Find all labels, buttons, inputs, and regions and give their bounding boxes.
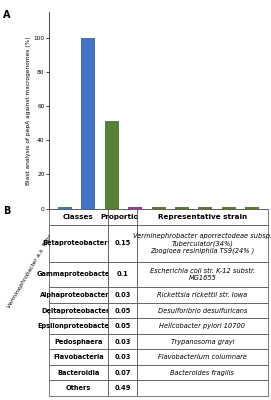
Bar xyxy=(58,207,72,209)
Bar xyxy=(222,207,235,209)
Bar xyxy=(82,38,95,209)
Bar xyxy=(245,207,259,209)
Bar xyxy=(198,207,212,209)
Y-axis label: Blast analysis of pepA against macrogenomes (%): Blast analysis of pepA against macrogeno… xyxy=(26,36,31,185)
Text: B: B xyxy=(3,206,10,216)
Bar xyxy=(151,207,166,209)
Bar xyxy=(128,207,142,209)
Text: A: A xyxy=(3,10,10,20)
Bar xyxy=(105,122,119,209)
Bar xyxy=(175,207,189,209)
